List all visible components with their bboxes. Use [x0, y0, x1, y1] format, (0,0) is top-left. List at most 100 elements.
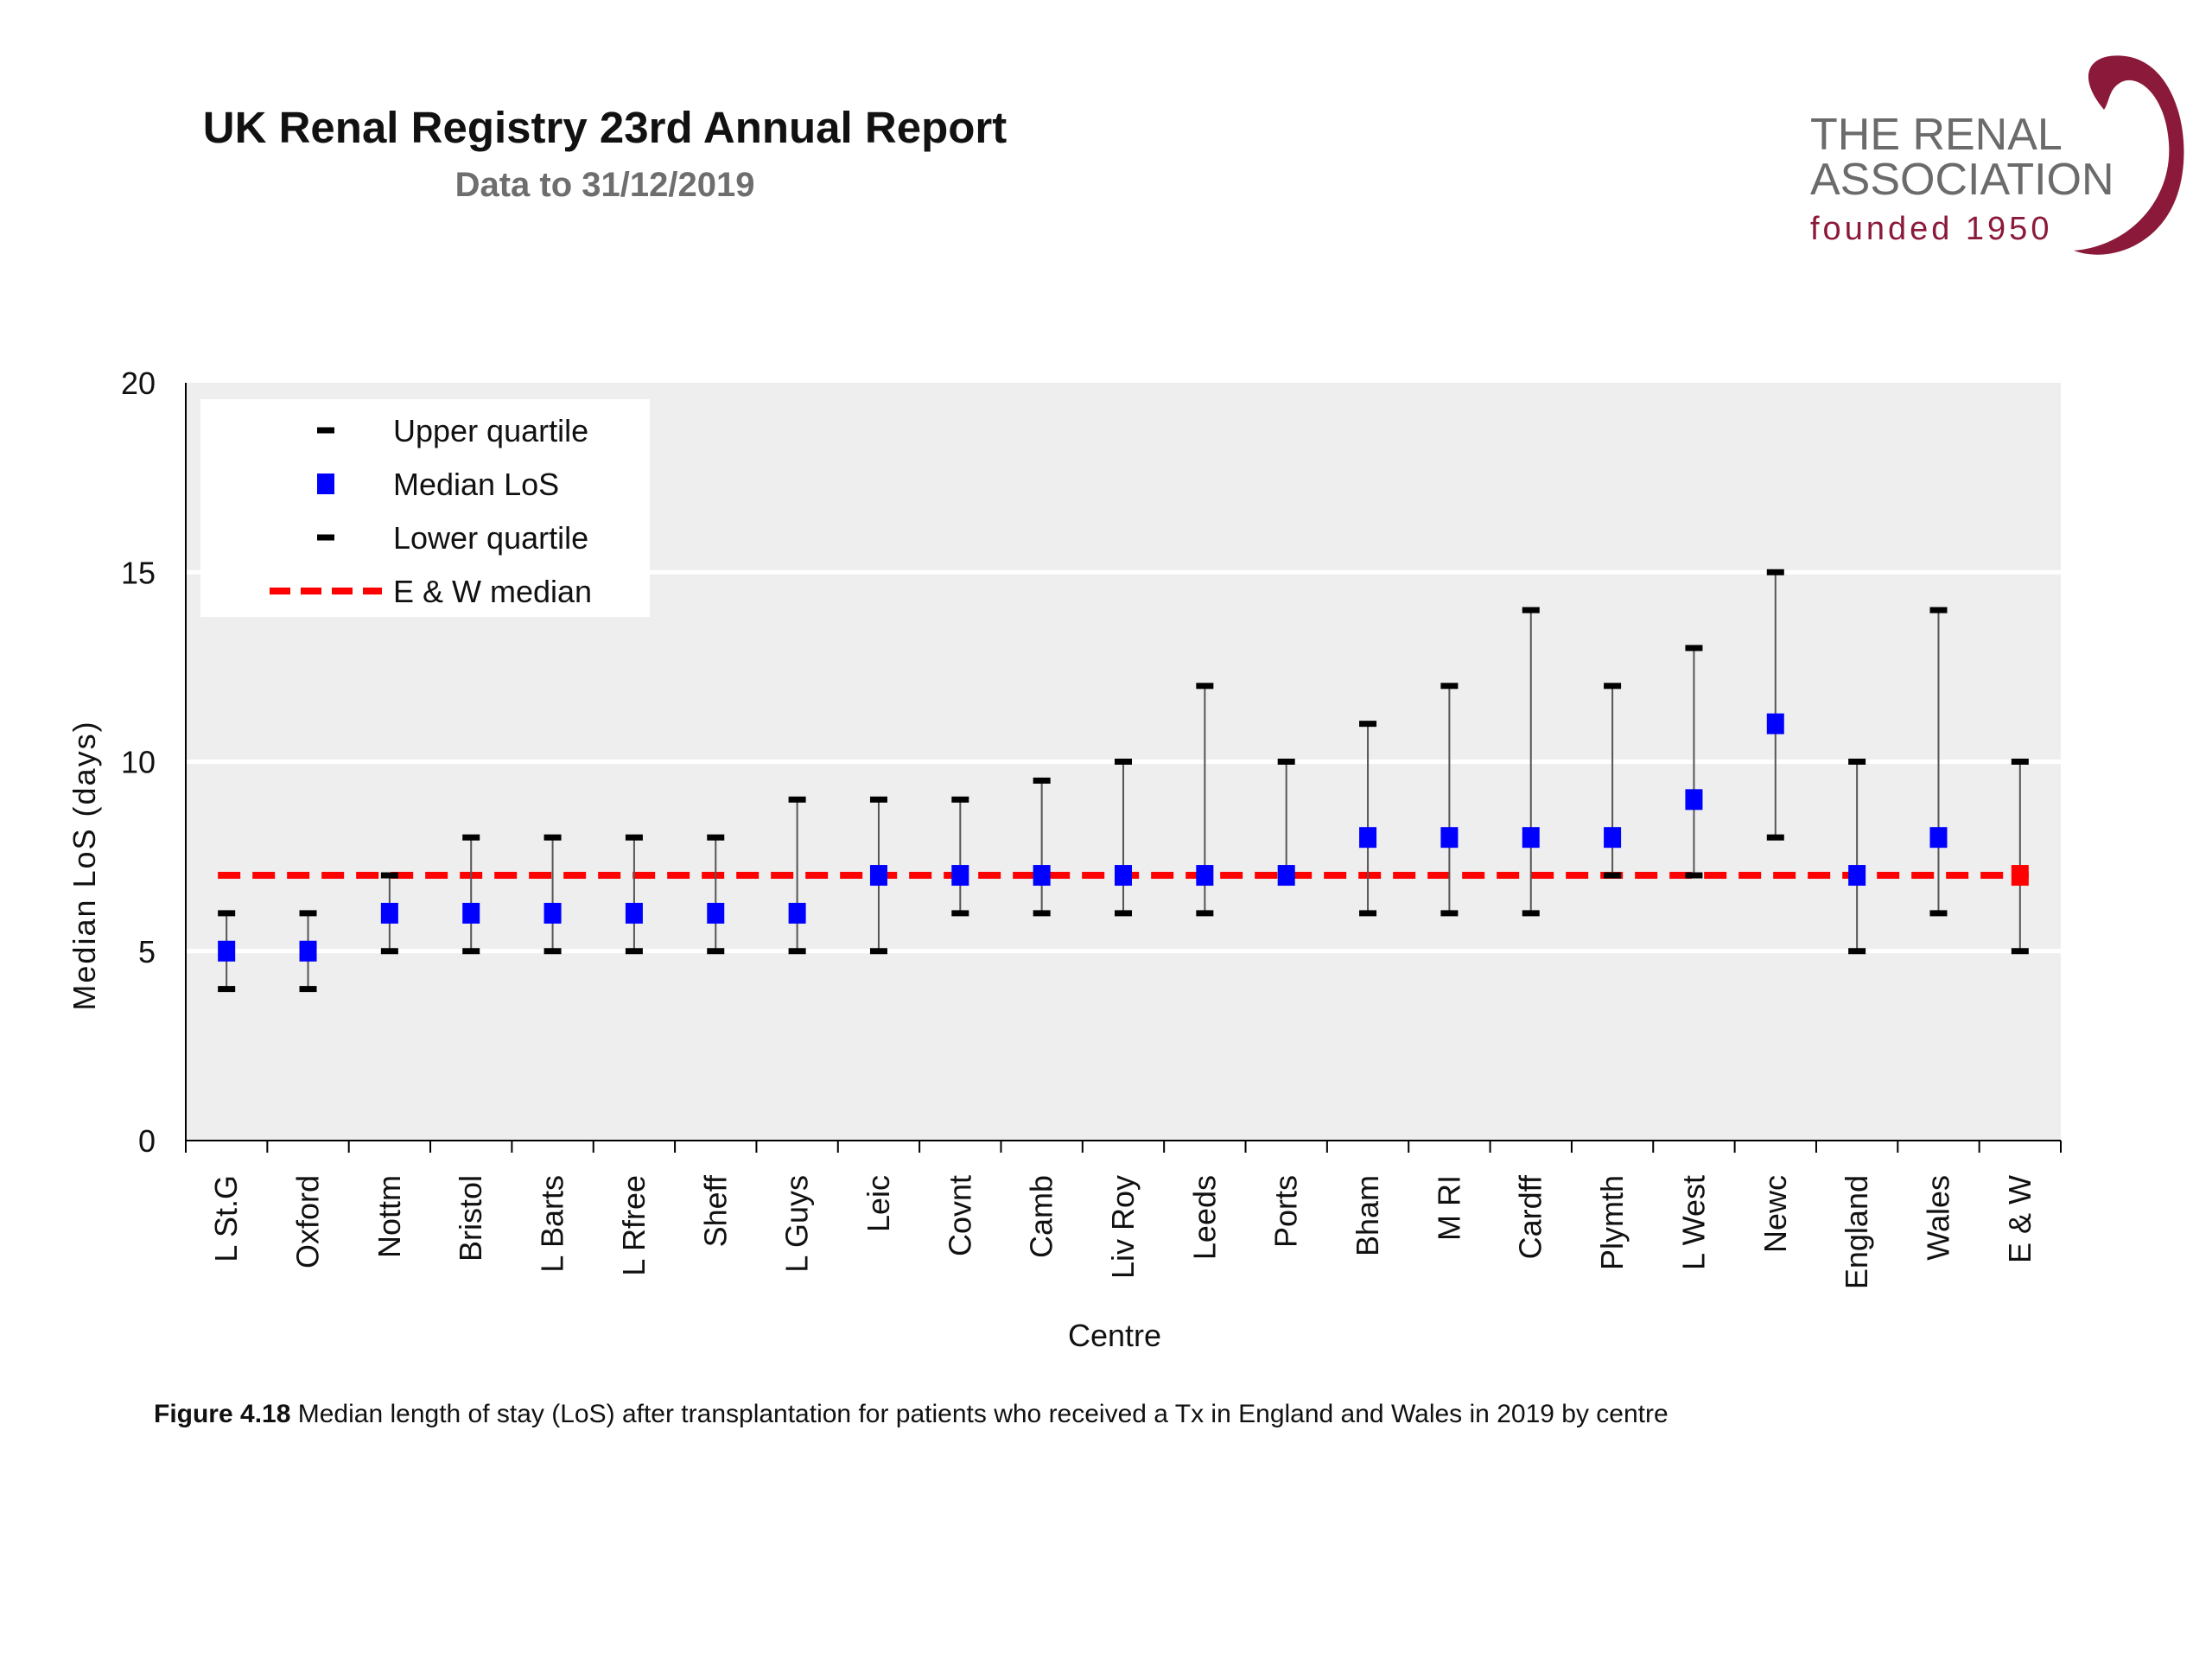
x-tick-label-camb: Camb	[1024, 1175, 1059, 1258]
x-tick-label-cardff: Cardff	[1513, 1174, 1548, 1259]
x-tick-label-l-guys: L Guys	[779, 1175, 815, 1273]
upper-quartile-bham	[1359, 721, 1377, 728]
upper-quartile-leeds	[1196, 683, 1214, 690]
median-newc	[1766, 713, 1784, 734]
x-tick-label-m-ri: M RI	[1431, 1175, 1466, 1241]
upper-quartile-oxford	[299, 910, 317, 917]
x-tick-label-bristol: Bristol	[453, 1175, 488, 1262]
x-tick-label-l-west: L West	[1675, 1175, 1711, 1270]
logo-line-1: THE RENAL	[1810, 110, 2063, 160]
upper-quartile-e-w	[2011, 759, 2029, 765]
median-ports	[1277, 865, 1295, 887]
figure-caption-text: Median length of stay (LoS) after transp…	[290, 1400, 1669, 1428]
median-l-barts	[543, 902, 562, 924]
x-tick-label-england: England	[1839, 1175, 1874, 1289]
upper-quartile-l-guys	[788, 796, 806, 803]
x-tick-label-e-w: E & W	[2002, 1175, 2037, 1263]
x-tick-label-nottm: Nottm	[372, 1175, 407, 1258]
x-axis-title: Centre	[1068, 1318, 1161, 1353]
logo-swirl	[2074, 55, 2184, 255]
y-tick-label-20: 20	[121, 365, 156, 401]
legend-label-lower-quartile: Lower quartile	[393, 520, 588, 556]
y-axis-title: Median LoS (days)	[67, 720, 102, 1010]
lower-quartile-camb	[1033, 910, 1051, 917]
upper-quartile-newc	[1766, 569, 1784, 575]
upper-quartile-cardff	[1522, 607, 1540, 613]
median-m-ri	[1440, 827, 1459, 849]
median-bham	[1359, 827, 1377, 849]
lower-quartile-newc	[1766, 834, 1784, 841]
median-wales	[1929, 827, 1948, 849]
lower-quartile-bham	[1359, 910, 1377, 917]
report-subtitle: Data to 31/12/2019	[454, 166, 755, 204]
upper-quartile-l-rfree	[625, 834, 643, 841]
upper-quartile-l-st-g	[218, 910, 236, 917]
lower-quartile-e-w	[2011, 948, 2029, 955]
lower-quartile-l-st-g	[218, 986, 236, 993]
upper-quartile-ports	[1277, 759, 1295, 765]
x-tick-label-ports: Ports	[1268, 1175, 1304, 1248]
lower-quartile-sheff	[707, 948, 725, 955]
median-l-st-g	[218, 940, 236, 962]
lower-quartile-nottm	[380, 948, 398, 955]
upper-quartile-leic	[869, 796, 887, 803]
figure-caption-label: Figure 4.18	[154, 1400, 291, 1428]
lower-quartile-oxford	[299, 986, 317, 993]
median-e-w	[2011, 865, 2029, 887]
lower-quartile-plymth	[1604, 872, 1622, 879]
lower-quartile-m-ri	[1440, 910, 1459, 917]
legend-box	[200, 399, 650, 617]
figure-caption: Figure 4.18 Median length of stay (LoS) …	[154, 1400, 1669, 1429]
upper-quartile-bristol	[462, 834, 480, 841]
legend-label-e-w-median: E & W median	[393, 574, 592, 609]
legend-upper-quartile-marker	[317, 427, 334, 434]
lower-quartile-l-guys	[788, 948, 806, 955]
x-tick-label-sheff: Sheff	[697, 1174, 733, 1247]
median-cardff	[1522, 827, 1540, 849]
lower-quartile-leeds	[1196, 910, 1214, 917]
lower-quartile-covnt	[951, 910, 969, 917]
logo-line-3: founded 1950	[1810, 211, 2052, 247]
median-leeds	[1196, 865, 1214, 887]
x-tick-label-wales: Wales	[1920, 1175, 1955, 1261]
lower-quartile-leic	[869, 948, 887, 955]
median-covnt	[951, 865, 969, 887]
lower-quartile-l-rfree	[625, 948, 643, 955]
x-tick-label-plymth: Plymth	[1594, 1175, 1630, 1270]
median-nottm	[380, 902, 398, 924]
renal-association-logo: THE RENAL ASSOCIATION founded 1950	[1810, 55, 2184, 255]
median-leic	[869, 865, 887, 887]
y-tick-label-5: 5	[138, 934, 156, 969]
median-l-west	[1685, 789, 1703, 810]
x-tick-label-oxford: Oxford	[290, 1175, 326, 1268]
median-l-guys	[788, 902, 806, 924]
upper-quartile-sheff	[707, 834, 725, 841]
lower-quartile-bristol	[462, 948, 480, 955]
x-tick-label-leic: Leic	[861, 1175, 896, 1232]
legend-median-marker	[317, 474, 334, 494]
median-liv-roy	[1115, 865, 1132, 887]
upper-quartile-wales	[1929, 607, 1948, 613]
legend-label-upper-quartile: Upper quartile	[393, 413, 588, 448]
x-tick-label-bham: Bham	[1350, 1175, 1385, 1256]
lower-quartile-l-west	[1685, 872, 1703, 879]
median-sheff	[707, 902, 725, 924]
los-chart: 0 5 10 15 20 L St.G Oxford Nottm Bristol L Barts L…	[67, 365, 2062, 1353]
x-tick-label-l-barts: L Barts	[535, 1175, 570, 1273]
lower-quartile-cardff	[1522, 910, 1540, 917]
median-camb	[1033, 865, 1051, 887]
y-tick-label-10: 10	[121, 745, 156, 780]
median-bristol	[462, 902, 480, 924]
logo-line-2: ASSOCIATION	[1810, 155, 2114, 205]
lower-quartile-england	[1848, 948, 1866, 955]
upper-quartile-england	[1848, 759, 1866, 765]
lower-quartile-liv-roy	[1115, 910, 1132, 917]
y-tick-label-15: 15	[121, 555, 156, 590]
x-tick-label-l-rfree: L Rfree	[616, 1175, 652, 1276]
legend-label-median-los: Median LoS	[393, 467, 559, 502]
median-plymth	[1604, 827, 1622, 849]
upper-quartile-l-barts	[543, 834, 562, 841]
upper-quartile-covnt	[951, 796, 969, 803]
x-tick-label-covnt: Covnt	[942, 1175, 977, 1256]
lower-quartile-l-barts	[543, 948, 562, 955]
